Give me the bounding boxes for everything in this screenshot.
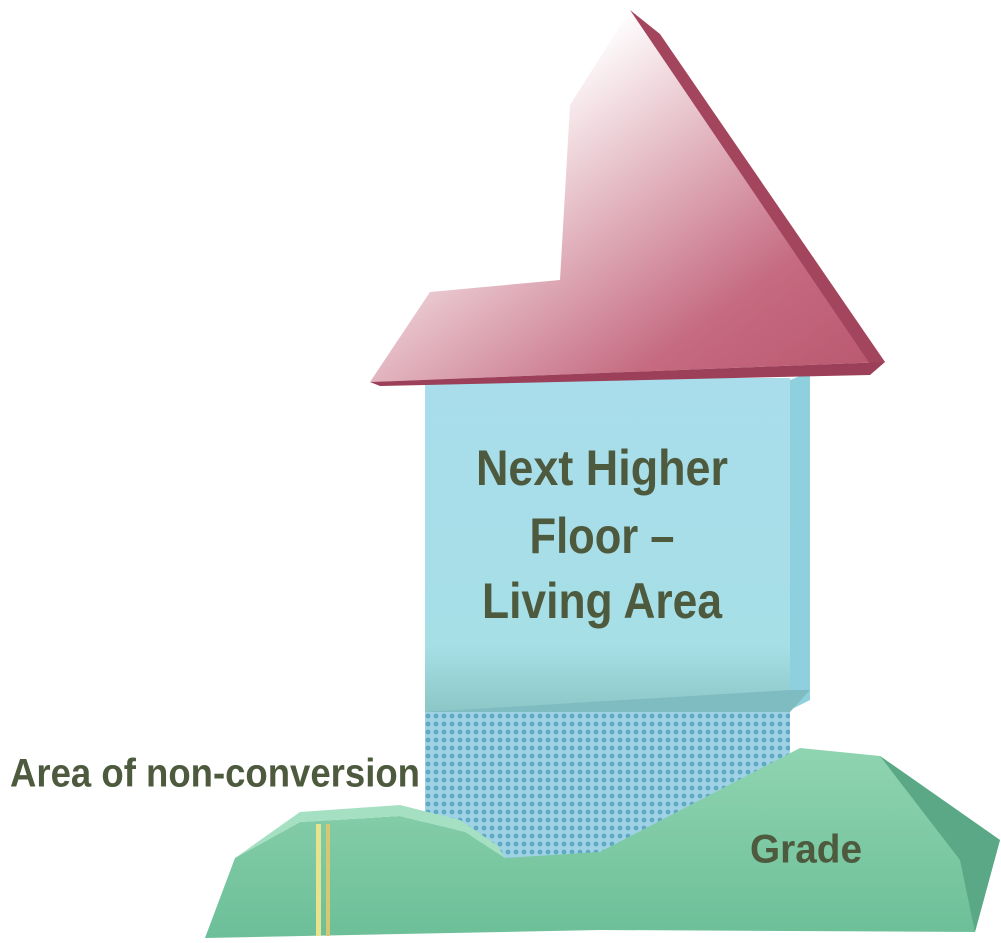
grade-top xyxy=(235,805,505,858)
grade-stripe xyxy=(316,824,321,936)
living-area-label: Next Higher xyxy=(476,440,728,496)
wall-side xyxy=(790,372,810,710)
living-area-label: Floor – xyxy=(530,508,675,564)
grade-right xyxy=(880,756,1000,932)
roof xyxy=(370,10,885,382)
wall-ledge xyxy=(425,690,810,712)
grade xyxy=(205,748,1000,938)
roof-underside xyxy=(370,362,885,386)
house xyxy=(370,10,885,862)
grade-stripe xyxy=(326,824,330,936)
roof-edge xyxy=(630,10,885,364)
wall xyxy=(425,378,790,712)
non-conversion-label: Area of non-conversion xyxy=(10,752,420,796)
grade-label: Grade xyxy=(750,828,862,872)
ground xyxy=(205,748,1000,938)
living-area-label: Living Area xyxy=(482,573,723,629)
